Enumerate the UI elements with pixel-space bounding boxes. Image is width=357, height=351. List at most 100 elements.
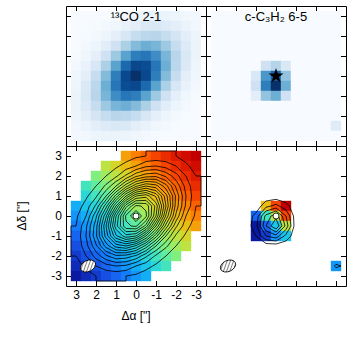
cell <box>81 221 91 231</box>
tick: -2 <box>51 249 71 263</box>
tick <box>256 281 257 286</box>
tick-mark <box>201 176 206 177</box>
tick-mark <box>206 136 211 137</box>
cell <box>191 11 201 21</box>
cell <box>221 81 231 91</box>
cell <box>181 61 191 71</box>
cell <box>231 31 241 41</box>
cell <box>151 41 161 51</box>
cell <box>151 111 161 121</box>
tick <box>341 36 346 37</box>
tick-mark <box>256 146 257 151</box>
tick-label: 2 <box>93 288 100 302</box>
tick <box>341 76 346 77</box>
cell <box>81 131 91 141</box>
panel: c-C₃H₂ 6-5 <box>206 6 347 147</box>
cell <box>191 221 201 231</box>
tick <box>66 136 71 137</box>
cell <box>171 51 181 61</box>
cell <box>91 41 101 51</box>
tick <box>176 6 177 11</box>
tick-mark <box>176 141 177 146</box>
cell <box>111 111 121 121</box>
cell <box>181 51 191 61</box>
cell <box>161 261 171 271</box>
cell <box>331 261 341 271</box>
tick <box>206 156 211 157</box>
cell <box>181 21 191 31</box>
cell <box>141 271 151 281</box>
tick <box>341 176 346 177</box>
cell <box>301 111 311 121</box>
cell <box>221 91 231 101</box>
cell <box>181 111 191 121</box>
tick <box>341 256 346 257</box>
tick-mark <box>341 196 346 197</box>
tick-mark <box>136 146 137 151</box>
panel <box>206 146 347 287</box>
cell <box>111 41 121 51</box>
tick-mark <box>76 141 77 146</box>
cell <box>191 21 201 31</box>
cell <box>251 81 261 91</box>
contour <box>257 204 291 241</box>
cell <box>321 81 331 91</box>
tick-mark <box>341 236 346 237</box>
cell <box>221 41 231 51</box>
tick-mark <box>66 16 71 17</box>
cell <box>81 41 91 51</box>
cell <box>271 81 281 91</box>
tick-mark <box>196 146 197 151</box>
cell <box>271 101 281 111</box>
tick <box>206 16 211 17</box>
cell <box>221 31 231 41</box>
tick-mark <box>316 281 317 286</box>
tick <box>201 256 206 257</box>
tick-mark <box>66 216 71 217</box>
tick-mark <box>196 6 197 11</box>
tick <box>201 136 206 137</box>
cell <box>71 11 81 21</box>
cell <box>241 41 251 51</box>
tick-mark <box>66 116 71 117</box>
axis-title: Δδ ["] <box>15 202 29 231</box>
cell <box>281 71 291 81</box>
tick-mark <box>206 216 211 217</box>
cell <box>171 251 181 261</box>
tick <box>341 56 346 57</box>
cell <box>181 131 191 141</box>
cell <box>261 91 271 101</box>
tick: 1 <box>55 189 71 203</box>
cell <box>321 111 331 121</box>
cell <box>121 131 131 141</box>
cell <box>281 51 291 61</box>
cell <box>161 121 171 131</box>
plot-area <box>71 11 201 141</box>
contour <box>110 190 161 241</box>
cell <box>131 51 141 61</box>
cell <box>321 31 331 41</box>
cell <box>221 11 231 21</box>
tick-mark <box>341 216 346 217</box>
cell <box>91 31 101 41</box>
cell <box>131 211 141 221</box>
cell <box>211 81 221 91</box>
cell <box>121 121 131 131</box>
tick-mark <box>236 281 237 286</box>
contour <box>90 170 183 263</box>
cell <box>191 111 201 121</box>
tick-mark <box>341 136 346 137</box>
panel: ¹³CO 2-1 <box>66 6 207 147</box>
cell <box>331 111 341 121</box>
tick-mark <box>216 146 217 151</box>
cell <box>151 131 161 141</box>
cell <box>301 61 311 71</box>
tick <box>96 141 97 146</box>
cell <box>241 101 251 111</box>
cell <box>241 121 251 131</box>
tick <box>201 76 206 77</box>
tick-mark <box>201 136 206 137</box>
cell <box>121 81 131 91</box>
tick <box>341 96 346 97</box>
cell <box>191 151 201 161</box>
